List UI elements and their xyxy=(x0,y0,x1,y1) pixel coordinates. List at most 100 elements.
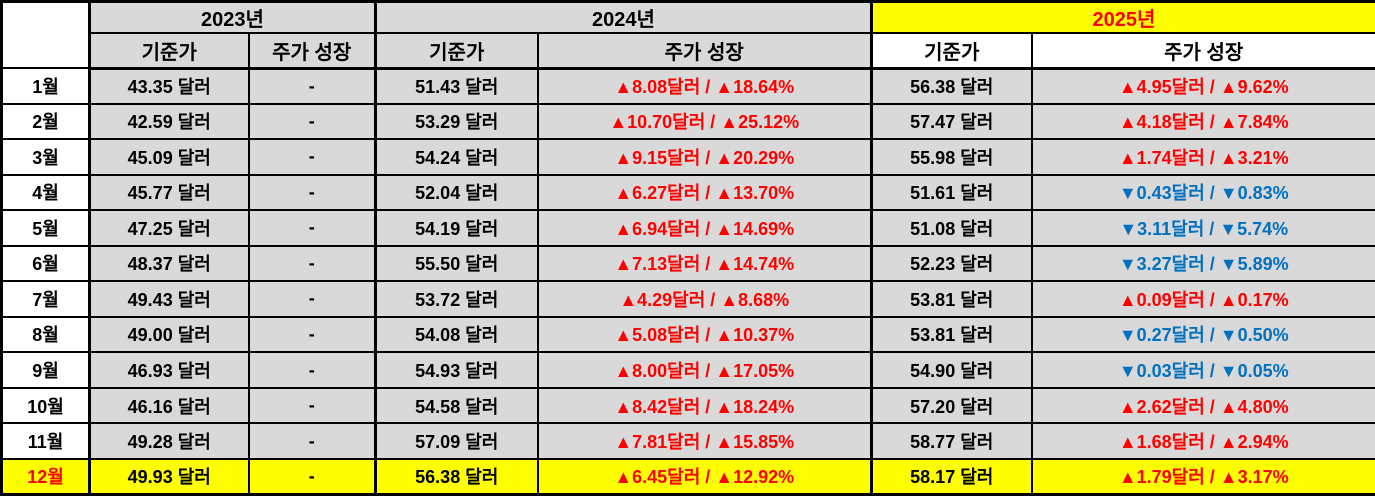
price-2023-cell: 48.37 달러 xyxy=(88,244,250,283)
price-2023-cell: 49.28 달러 xyxy=(88,422,250,460)
growth-2023-cell: - xyxy=(247,315,377,354)
table-body: 1월 43.35 달러 -51.43 달러 ▲8.08달러 / ▲18.64% 56.3… xyxy=(0,67,1375,496)
subheader-2025-price: 기준가 xyxy=(870,32,1033,70)
price-2024-cell: 54.93 달러 xyxy=(374,351,539,389)
table-row: 1월 43.35 달러 -51.43 달러 ▲8.08달러 / ▲18.64% 56.3… xyxy=(0,67,1375,105)
price-2024-cell: 52.04 달러 xyxy=(374,173,539,212)
growth-2025-cell: ▲0.09달러 / ▲0.17% xyxy=(1030,280,1375,318)
table-row: 7월 49.43 달러 -53.72 달러 ▲4.29달러 / ▲8.68% 53.81… xyxy=(0,280,1375,318)
growth-2023-cell: - xyxy=(247,422,377,460)
growth-2023-cell: - xyxy=(247,280,377,318)
price-2025-cell: 51.08 달러 xyxy=(870,209,1033,247)
price-2024-cell: 56.38 달러 xyxy=(374,457,539,496)
growth-2024-cell: ▲8.00달러 / ▲17.05% xyxy=(536,351,873,389)
year-header-row: 2023년 2024년 2025년 xyxy=(0,0,1375,69)
price-2025-cell: 51.61 달러 xyxy=(870,173,1033,212)
price-2025-cell: 53.81 달러 xyxy=(870,280,1033,318)
subheader-2023-price: 기준가 xyxy=(88,32,250,70)
price-2023-cell: 45.09 달러 xyxy=(88,138,250,176)
price-2025-cell: 56.38 달러 xyxy=(870,67,1033,105)
growth-2025-cell: ▼0.03달러 / ▼0.05% xyxy=(1030,351,1375,389)
table-row: 2월 42.59 달러 -53.29 달러 ▲10.70달러 / ▲25.12% 57.… xyxy=(0,102,1375,141)
growth-2024-cell: ▲5.08달러 / ▲10.37% xyxy=(536,315,873,354)
price-2024-cell: 54.24 달러 xyxy=(374,138,539,176)
growth-2025-cell: ▼0.43달러 / ▼0.83% xyxy=(1030,173,1375,212)
price-2023-cell: 42.59 달러 xyxy=(88,102,250,141)
growth-2023-cell: - xyxy=(247,386,377,425)
growth-2023-cell: - xyxy=(247,67,377,105)
growth-2024-cell: ▲9.15달러 / ▲20.29% xyxy=(536,138,873,176)
growth-2023-cell: - xyxy=(247,351,377,389)
table-row: 12월 49.93 달러 -56.38 달러 ▲6.45달러 / ▲12.92% 58.… xyxy=(0,457,1375,496)
price-2025-cell: 52.23 달러 xyxy=(870,244,1033,283)
growth-2024-cell: ▲7.13달러 / ▲14.74% xyxy=(536,244,873,283)
growth-2023-cell: - xyxy=(247,102,377,141)
table-row: 11월 49.28 달러 -57.09 달러 ▲7.81달러 / ▲15.85% 58.… xyxy=(0,422,1375,460)
growth-2024-cell: ▲10.70달러 / ▲25.12% xyxy=(536,102,873,141)
month-cell: 8월 xyxy=(0,315,91,354)
month-cell: 3월 xyxy=(0,138,91,176)
month-cell: 7월 xyxy=(0,280,91,318)
price-2024-cell: 54.58 달러 xyxy=(374,386,539,425)
month-cell: 9월 xyxy=(0,351,91,389)
growth-2023-cell: - xyxy=(247,209,377,247)
price-2023-cell: 46.16 달러 xyxy=(88,386,250,425)
price-2024-cell: 53.72 달러 xyxy=(374,280,539,318)
subheader-2025-growth: 주가 성장 xyxy=(1030,32,1375,70)
growth-2023-cell: - xyxy=(247,244,377,283)
growth-2025-cell: ▲1.68달러 / ▲2.94% xyxy=(1030,422,1375,460)
growth-2025-cell: ▼0.27달러 / ▼0.50% xyxy=(1030,315,1375,354)
subheader-2024-price: 기준가 xyxy=(374,32,539,70)
year-header-2024: 2024년 xyxy=(374,0,873,34)
table-row: 4월 45.77 달러 -52.04 달러 ▲6.27달러 / ▲13.70% 51.6… xyxy=(0,173,1375,212)
month-cell: 4월 xyxy=(0,173,91,212)
corner-cell xyxy=(0,0,91,69)
growth-2025-cell: ▼3.27달러 / ▼5.89% xyxy=(1030,244,1375,283)
price-2024-cell: 55.50 달러 xyxy=(374,244,539,283)
table-row: 3월 45.09 달러 -54.24 달러 ▲9.15달러 / ▲20.29% 55.9… xyxy=(0,138,1375,176)
year-header-2025: 2025년 xyxy=(870,0,1375,34)
month-cell: 2월 xyxy=(0,102,91,141)
month-cell: 5월 xyxy=(0,209,91,247)
growth-2024-cell: ▲8.08달러 / ▲18.64% xyxy=(536,67,873,105)
growth-2024-cell: ▲7.81달러 / ▲15.85% xyxy=(536,422,873,460)
sub-header-row: 기준가 주가 성장 기준가 주가 성장 기준가 주가 성장 xyxy=(2,32,1375,70)
growth-2023-cell: - xyxy=(247,138,377,176)
price-2024-cell: 54.08 달러 xyxy=(374,315,539,354)
table-row: 10월 46.16 달러 -54.58 달러 ▲8.42달러 / ▲18.24% 57.… xyxy=(0,386,1375,425)
table-row: 8월 49.00 달러 -54.08 달러 ▲5.08달러 / ▲10.37% 53.8… xyxy=(0,315,1375,354)
price-2024-cell: 57.09 달러 xyxy=(374,422,539,460)
price-2025-cell: 57.47 달러 xyxy=(870,102,1033,141)
price-2023-cell: 46.93 달러 xyxy=(88,351,250,389)
price-2023-cell: 47.25 달러 xyxy=(88,209,250,247)
growth-2024-cell: ▲6.45달러 / ▲12.92% xyxy=(536,457,873,496)
price-2025-cell: 58.77 달러 xyxy=(870,422,1033,460)
growth-2025-cell: ▲1.74달러 / ▲3.21% xyxy=(1030,138,1375,176)
price-2023-cell: 43.35 달러 xyxy=(88,67,250,105)
price-2023-cell: 45.77 달러 xyxy=(88,173,250,212)
table-row: 5월 47.25 달러 -54.19 달러 ▲6.94달러 / ▲14.69% 51.0… xyxy=(0,209,1375,247)
growth-2025-cell: ▲1.79달러 / ▲3.17% xyxy=(1030,457,1375,496)
month-cell: 10월 xyxy=(0,386,91,425)
price-2024-cell: 54.19 달러 xyxy=(374,209,539,247)
table-row: 6월 48.37 달러 -55.50 달러 ▲7.13달러 / ▲14.74% 52.2… xyxy=(0,244,1375,283)
month-cell: 6월 xyxy=(0,244,91,283)
price-2025-cell: 54.90 달러 xyxy=(870,351,1033,389)
price-2024-cell: 51.43 달러 xyxy=(374,67,539,105)
subheader-2023-growth: 주가 성장 xyxy=(247,32,377,70)
growth-2023-cell: - xyxy=(247,173,377,212)
month-cell: 12월 xyxy=(0,457,91,496)
growth-2024-cell: ▲6.27달러 / ▲13.70% xyxy=(536,173,873,212)
price-2025-cell: 58.17 달러 xyxy=(870,457,1033,496)
month-cell: 11월 xyxy=(0,422,91,460)
price-2025-cell: 57.20 달러 xyxy=(870,386,1033,425)
year-header-2023: 2023년 xyxy=(88,0,377,34)
table-row: 9월 46.93 달러 -54.93 달러 ▲8.00달러 / ▲17.05% 54.9… xyxy=(0,351,1375,389)
price-2025-cell: 53.81 달러 xyxy=(870,315,1033,354)
growth-2024-cell: ▲4.29달러 / ▲8.68% xyxy=(536,280,873,318)
subheader-2024-growth: 주가 성장 xyxy=(536,32,873,70)
growth-2025-cell: ▲4.95달러 / ▲9.62% xyxy=(1030,67,1375,105)
growth-2024-cell: ▲8.42달러 / ▲18.24% xyxy=(536,386,873,425)
